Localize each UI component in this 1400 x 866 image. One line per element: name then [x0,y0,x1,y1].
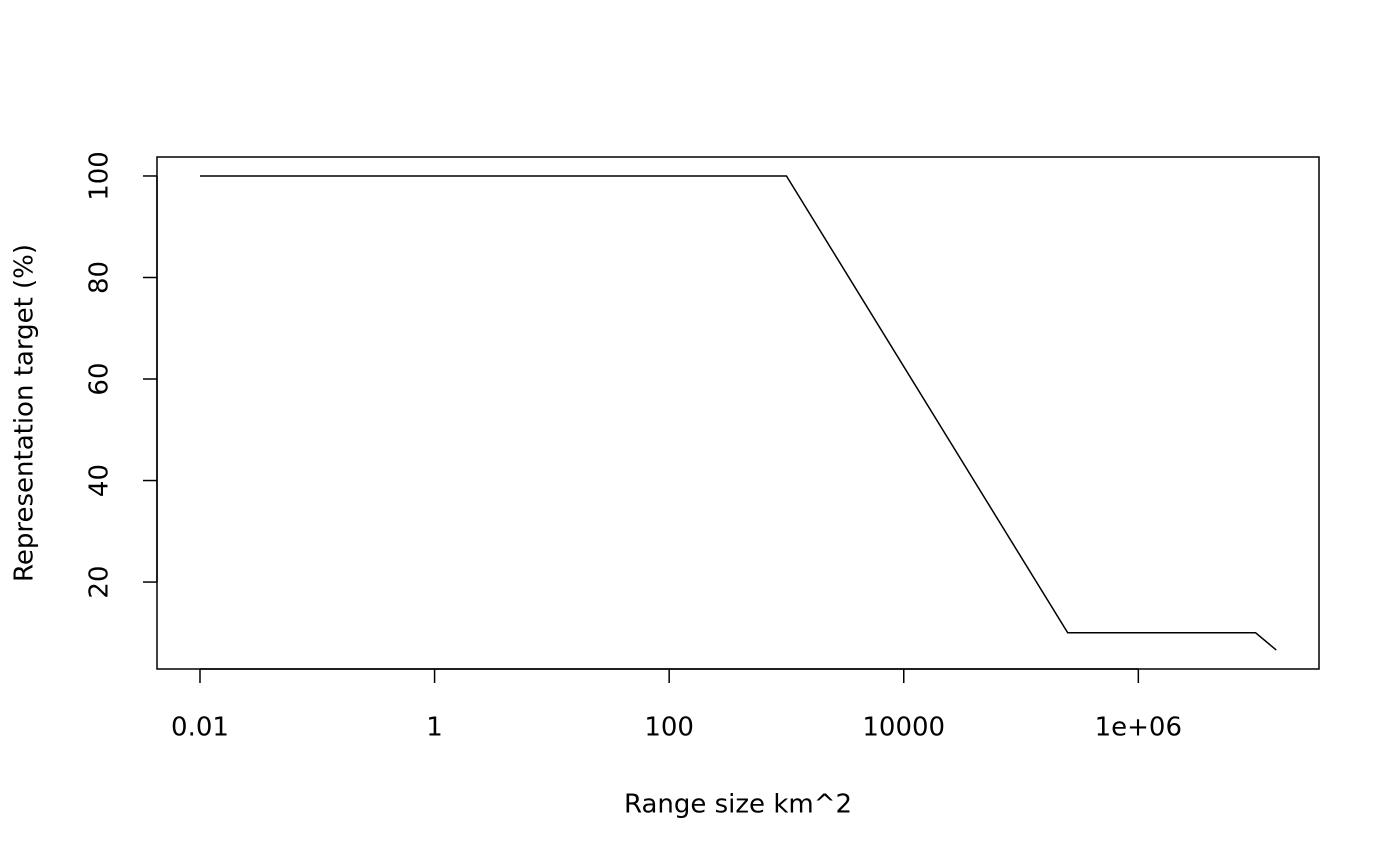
plot-box [156,156,1320,670]
y-tick-label: 80 [85,261,115,294]
x-tick-label: 100 [644,713,694,743]
y-axis-title: Representation target (%) [10,244,40,582]
x-tick-label: 1 [426,713,443,743]
y-tick-label: 20 [85,566,115,599]
y-tick-label: 60 [85,362,115,395]
y-tick-label: 100 [85,151,115,201]
x-tick-label: 1e+06 [1095,713,1182,743]
data-line [199,175,1277,651]
x-axis-title: Range size km^2 [624,790,852,820]
y-tick-label: 40 [85,464,115,497]
x-tick-label: 0.01 [171,713,229,743]
x-tick-label: 10000 [862,713,945,743]
